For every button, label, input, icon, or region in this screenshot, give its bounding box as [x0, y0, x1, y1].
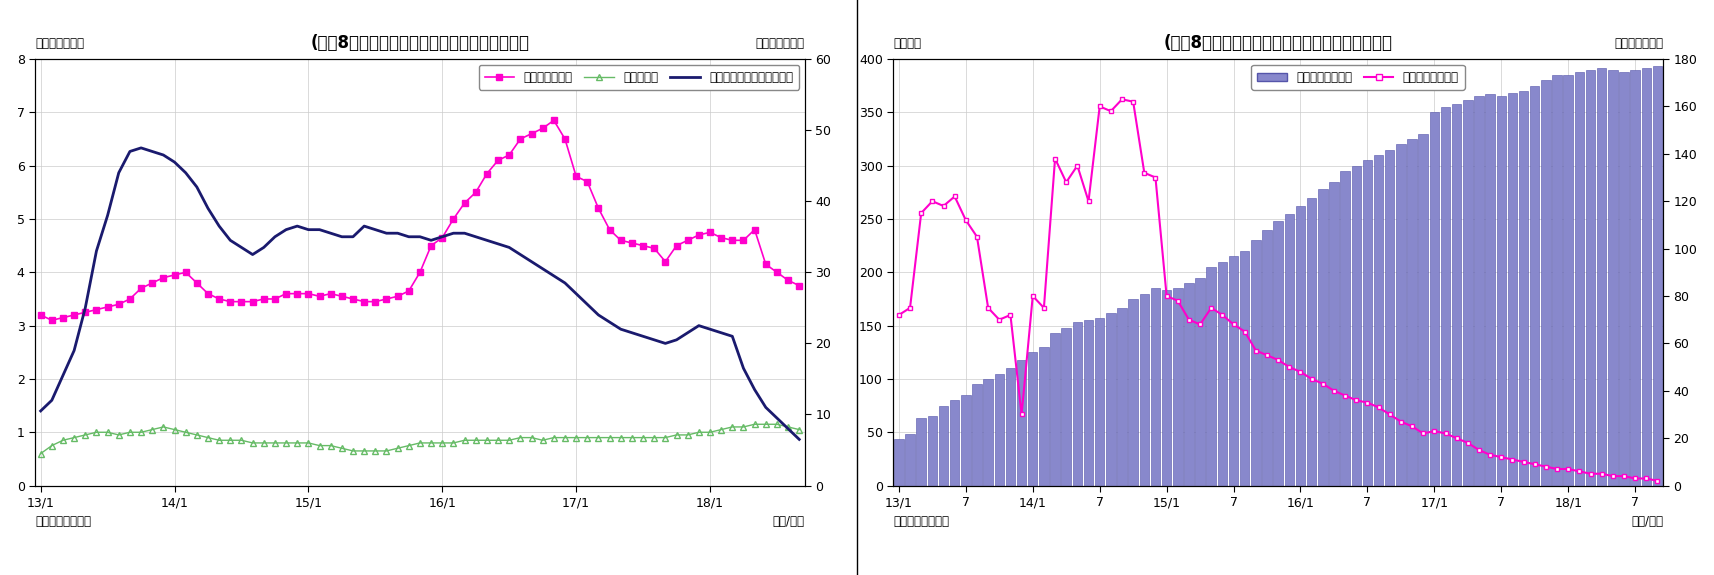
Bar	[1128, 299, 1138, 486]
Bar	[1519, 91, 1529, 486]
Bar	[984, 379, 992, 486]
Bar	[905, 434, 915, 486]
Title: (図袆8６）　日銀当座預金残高（平残）と伸び率: (図袆8６） 日銀当座預金残高（平残）と伸び率	[1164, 34, 1393, 52]
Text: （年/月）: （年/月）	[773, 515, 806, 528]
Bar	[1039, 347, 1049, 486]
Bar	[1630, 70, 1640, 486]
Legend: 日銀当座預金残高, 同伸び率（右軸）: 日銀当座預金残高, 同伸び率（右軸）	[1251, 65, 1465, 90]
Bar	[950, 400, 960, 486]
Bar	[1474, 97, 1484, 486]
Bar	[1251, 240, 1260, 486]
Text: （兆円）: （兆円）	[893, 37, 922, 51]
Bar	[1095, 318, 1104, 486]
Bar	[1239, 251, 1250, 486]
Bar	[1575, 72, 1584, 486]
Bar	[1340, 171, 1351, 486]
Bar	[1375, 155, 1383, 486]
Bar	[1407, 139, 1417, 486]
Bar	[1118, 308, 1126, 486]
Bar	[1597, 67, 1606, 486]
Text: （資料）日本銀行: （資料）日本銀行	[34, 515, 91, 528]
Bar	[1306, 198, 1316, 486]
Legend: 日銀券発行残高, 貨幣流通高, マネタリーベース（右軸）: 日銀券発行残高, 貨幣流通高, マネタリーベース（右軸）	[478, 65, 799, 90]
Bar	[1073, 323, 1082, 486]
Bar	[917, 419, 926, 486]
Bar	[1620, 72, 1628, 486]
Bar	[1061, 328, 1071, 486]
Bar	[1318, 189, 1328, 486]
Bar	[1642, 67, 1651, 486]
Bar	[1140, 294, 1148, 486]
Bar	[1016, 360, 1027, 486]
Bar	[1296, 206, 1306, 486]
Bar	[1150, 288, 1160, 486]
Bar	[1419, 133, 1428, 486]
Bar	[1608, 70, 1618, 486]
Bar	[1429, 112, 1440, 486]
Bar	[972, 384, 982, 486]
Text: （前年比、％）: （前年比、％）	[756, 37, 806, 51]
Bar	[1162, 290, 1171, 486]
Bar	[1274, 221, 1282, 486]
Bar	[1184, 283, 1193, 486]
Bar	[1496, 97, 1507, 486]
Bar	[1531, 86, 1539, 486]
Bar	[1006, 368, 1015, 486]
Text: （前年比、％）: （前年比、％）	[34, 37, 84, 51]
Text: （前年比、％）: （前年比、％）	[1615, 37, 1663, 51]
Bar	[962, 395, 970, 486]
Bar	[994, 374, 1004, 486]
Bar	[1172, 288, 1183, 486]
Title: (図袆8５）　マネタリーベース伸び率（平残）: (図袆8５） マネタリーベース伸び率（平残）	[310, 34, 530, 52]
Bar	[1028, 352, 1037, 486]
Bar	[1553, 75, 1561, 486]
Bar	[1652, 67, 1663, 486]
Text: （年/月）: （年/月）	[1632, 515, 1663, 528]
Bar	[1452, 104, 1462, 486]
Bar	[1363, 160, 1373, 486]
Bar	[1585, 70, 1596, 486]
Bar	[1508, 93, 1517, 486]
Bar	[1284, 214, 1294, 486]
Bar	[927, 416, 938, 486]
Bar	[1217, 262, 1227, 486]
Bar	[1106, 313, 1116, 486]
Text: （資料）日本銀行: （資料）日本銀行	[893, 515, 950, 528]
Bar	[1385, 150, 1395, 486]
Bar	[895, 439, 903, 486]
Bar	[1464, 99, 1472, 486]
Bar	[1262, 229, 1272, 486]
Bar	[1352, 166, 1361, 486]
Bar	[1195, 278, 1205, 486]
Bar	[1083, 320, 1094, 486]
Bar	[1330, 182, 1339, 486]
Bar	[1207, 267, 1215, 486]
Bar	[1229, 256, 1238, 486]
Bar	[1563, 75, 1573, 486]
Bar	[1486, 94, 1495, 486]
Bar	[1541, 81, 1551, 486]
Bar	[1397, 144, 1405, 486]
Bar	[1441, 107, 1450, 486]
Bar	[939, 405, 948, 486]
Bar	[1051, 333, 1059, 486]
